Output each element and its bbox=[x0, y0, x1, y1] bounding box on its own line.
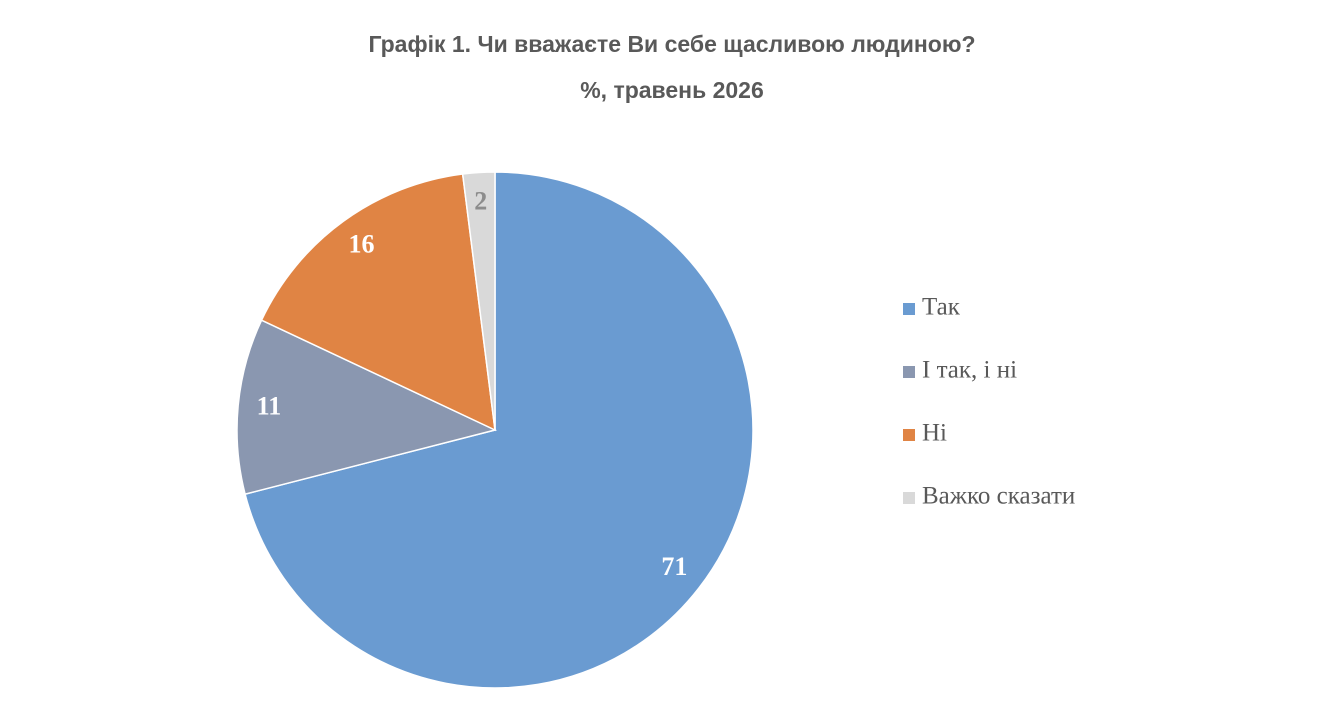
pie-slice bbox=[244, 171, 754, 689]
legend-swatch bbox=[903, 429, 915, 441]
data-label: 2 bbox=[474, 186, 487, 215]
pie-slice bbox=[236, 319, 498, 496]
pie-slice bbox=[461, 171, 496, 431]
legend-label: І так, і ні bbox=[922, 357, 1017, 384]
legend-label: Ні bbox=[922, 420, 947, 447]
data-label: 11 bbox=[257, 392, 282, 421]
data-label: 16 bbox=[349, 229, 375, 258]
legend-swatch bbox=[903, 303, 915, 315]
legend-swatch bbox=[903, 492, 915, 504]
chart-title: Графік 1. Чи вважаєте Ви себе щасливою л… bbox=[368, 31, 975, 57]
legend-label: Так bbox=[922, 294, 961, 321]
data-label: 71 bbox=[661, 552, 687, 581]
pie-slice bbox=[260, 173, 496, 432]
legend-swatch bbox=[903, 366, 915, 378]
legend-label: Важко сказати bbox=[922, 483, 1075, 510]
chart-subtitle: %, травень 2026 bbox=[580, 77, 764, 103]
